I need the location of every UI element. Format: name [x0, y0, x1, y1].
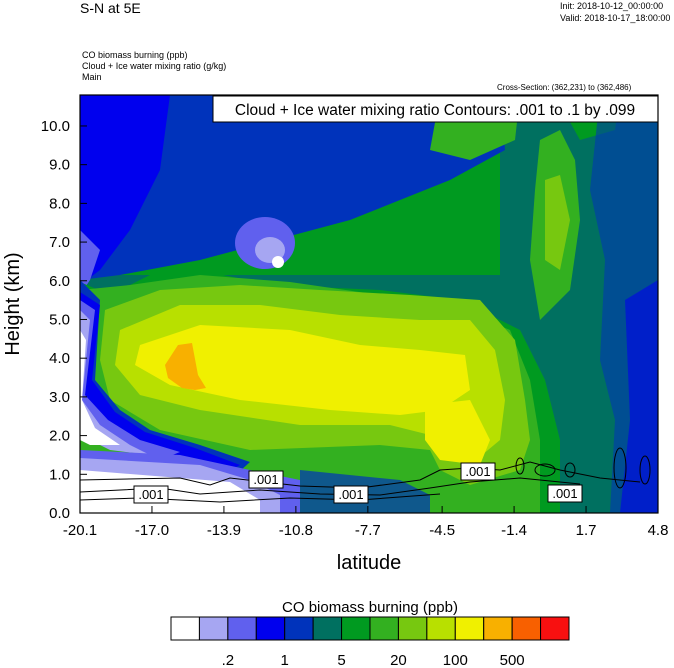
y-tick-label: 1.0 [49, 466, 70, 483]
cross-section-label: Cross-Section: (362,231) to (362,486) [497, 83, 632, 92]
plot-title: S-N at 5E [80, 0, 141, 16]
y-tick-label: 0.0 [49, 505, 70, 522]
field-co: CO biomass burning (ppb) [82, 50, 188, 60]
field-descriptions: CO biomass burning (ppb) Cloud + Ice wat… [82, 50, 226, 83]
y-tick-label: 7.0 [49, 234, 70, 251]
x-tick-label: 4.8 [648, 522, 669, 539]
x-tick-label: -13.9 [207, 522, 241, 539]
colorbar-swatch [341, 616, 371, 641]
y-tick-label: 4.0 [49, 350, 70, 367]
colorbar-label: 20 [390, 652, 407, 668]
x-tick-label: -7.7 [355, 522, 381, 539]
colorbar-swatch [426, 616, 456, 641]
contour-value-labels: .001 .001 .001 .001 .001 [133, 462, 583, 504]
colorbar-label: 5 [337, 652, 345, 668]
init-valid-times: Init: 2018-10-12_00:00:00 Valid: 2018-10… [560, 0, 670, 24]
field-main: Main [82, 72, 102, 82]
x-tick-label: -17.0 [135, 522, 169, 539]
plot-frame [79, 94, 659, 514]
colorbar: .2 1 5 20 100 500 [170, 616, 570, 668]
contour-info-box: Cloud + Ice water mixing ratio Contours:… [212, 95, 659, 123]
y-axis-label: Height (km) [2, 252, 24, 355]
colorbar-swatch [454, 616, 485, 641]
colorbar-swatch [540, 616, 570, 641]
contour-label-3: .001 [333, 485, 369, 504]
colorbar-swatch [284, 616, 314, 641]
contour-info-text: Cloud + Ice water mixing ratio Contours:… [235, 102, 635, 119]
contour-label-4-text: .001 [465, 464, 490, 479]
init-time: Init: 2018-10-12_00:00:00 [560, 1, 664, 11]
x-axis-label: latitude [337, 552, 402, 574]
colorbar-label: 1 [281, 652, 289, 668]
contour-label-2: .001 [248, 470, 284, 489]
colorbar-label: .2 [222, 652, 235, 668]
y-tick-label: 2.0 [49, 428, 70, 445]
y-tick-label: 8.0 [49, 195, 70, 212]
colorbar-title: CO biomass burning (ppb) [282, 599, 458, 616]
colorbar-swatch [511, 616, 542, 641]
colorbar-label: 100 [443, 652, 468, 668]
y-tick-label: 6.0 [49, 273, 70, 290]
x-tick-label: -4.5 [429, 522, 455, 539]
y-axis: 0.0 1.0 2.0 3.0 4.0 5.0 6.0 7.0 8.0 9.0 10.0 [41, 118, 87, 522]
colorbar-swatch [227, 616, 257, 641]
field-cloud: Cloud + Ice water mixing ratio (g/kg) [82, 61, 227, 71]
contour-label-3-text: .001 [338, 487, 363, 502]
x-axis: -20.1 -17.0 -13.9 -10.8 -7.7 -4.5 -1.4 1.7 4.8 [63, 506, 669, 539]
x-tick-label: -10.8 [279, 522, 313, 539]
contour-label-4: .001 [460, 462, 496, 481]
x-tick-label: -20.1 [63, 522, 97, 539]
y-tick-label: 5.0 [49, 311, 70, 328]
contour-label-2-text: .001 [253, 472, 278, 487]
colorbar-swatch [369, 616, 399, 641]
contour-label-5-text: .001 [552, 486, 577, 501]
contour-label-1: .001 [133, 485, 169, 504]
colorbar-swatch [483, 616, 513, 641]
y-tick-label: 10.0 [41, 118, 70, 135]
colorbar-swatch [397, 616, 428, 641]
y-tick-label: 9.0 [49, 157, 70, 174]
valid-time: Valid: 2018-10-17_18:00:00 [560, 13, 671, 23]
colorbar-swatch [255, 616, 286, 641]
colorbar-swatch [312, 616, 343, 641]
y-tick-label: 3.0 [49, 389, 70, 406]
co-field [80, 95, 658, 513]
x-tick-label: 1.7 [576, 522, 597, 539]
x-tick-label: -1.4 [501, 522, 527, 539]
colorbar-label: 500 [500, 652, 525, 668]
colorbar-swatch [170, 616, 200, 641]
contour-label-1-text: .001 [138, 487, 163, 502]
colorbar-swatch [198, 616, 229, 641]
contour-label-5: .001 [547, 484, 583, 503]
